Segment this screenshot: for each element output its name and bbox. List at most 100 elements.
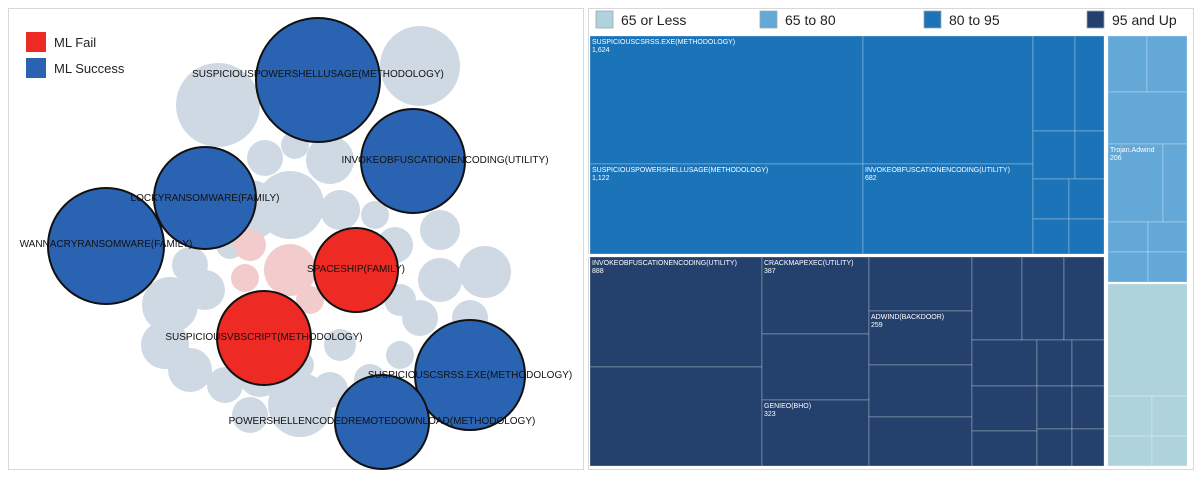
treemap-cell xyxy=(1151,395,1188,437)
tile-label: SUSPICIOUSCSRSS.EXE(METHODOLOGY) xyxy=(592,39,735,46)
color-legend-swatch xyxy=(595,10,614,29)
legend-swatch xyxy=(26,58,46,78)
treemap-cell xyxy=(761,399,870,467)
treemap-cell xyxy=(1071,339,1105,387)
treemap-cell xyxy=(868,256,973,312)
treemap-legend: 65 or Less 65 to 80 80 to 95 95 and Up xyxy=(595,10,1177,29)
group-separator xyxy=(1106,282,1192,284)
treemap-cell xyxy=(1032,130,1076,180)
treemap-cell xyxy=(1107,35,1148,93)
group-separator xyxy=(588,254,1106,257)
treemap-cell xyxy=(971,430,1038,467)
bubble-chart-panel xyxy=(8,8,584,470)
background-bubble xyxy=(324,329,356,361)
bubble-label: INVOKEOBFUSCATIONENCODING(UTILITY) xyxy=(341,155,548,166)
highlighted-bubble xyxy=(47,187,165,305)
group-separator xyxy=(1104,34,1108,468)
color-legend-label: 95 and Up xyxy=(1112,12,1177,28)
highlighted-bubble xyxy=(216,290,312,386)
treemap-cell xyxy=(1032,178,1070,220)
background-bubble xyxy=(207,367,243,403)
treemap-cell xyxy=(1036,428,1073,467)
color-legend-swatch xyxy=(923,10,942,29)
background-bubble xyxy=(320,190,360,230)
background-bubble xyxy=(380,26,460,106)
tile-value: 323 xyxy=(764,411,776,418)
faded-fail-bubble xyxy=(264,244,316,296)
bubble-label: LOCKYRANSOMWARE(FAMILY) xyxy=(131,193,280,204)
tile-label: Trojan.Adwind xyxy=(1110,147,1155,154)
tile-label: CRACKMAPEXEC(UTILITY) xyxy=(764,260,853,267)
treemap-cell xyxy=(589,256,763,368)
tile-value: 387 xyxy=(764,268,776,275)
treemap-cell xyxy=(589,163,864,255)
treemap-cell xyxy=(1147,251,1188,283)
color-legend-label: 65 to 80 xyxy=(785,12,836,28)
background-bubble xyxy=(142,277,198,333)
treemap-cell xyxy=(589,35,864,165)
treemap-cell xyxy=(971,385,1038,432)
highlighted-bubble xyxy=(360,108,466,214)
bubble-label: SPACESHIP(FAMILY) xyxy=(307,264,405,275)
treemap-cell xyxy=(1068,218,1105,255)
tile-value: 1,122 xyxy=(592,175,610,182)
treemap-cell xyxy=(1107,435,1153,467)
treemap-cell xyxy=(1032,35,1076,132)
bubble-label: POWERSHELLENCODEDREMOTEDOWNLOAD(METHODOL… xyxy=(229,416,536,427)
background-bubble xyxy=(361,201,389,229)
highlighted-bubble xyxy=(313,227,399,313)
treemap-cell xyxy=(868,310,973,366)
faded-fail-bubble xyxy=(296,286,324,314)
bubble-label: SUSPICIOUSVBSCRIPT(METHODOLOGY) xyxy=(165,332,362,343)
faded-fail-bubble xyxy=(231,264,259,292)
bubble-chart: SUSPICIOUSPOWERSHELLUSAGE(METHODOLOGY) IN… xyxy=(20,17,572,470)
treemap-cell xyxy=(1162,143,1188,223)
treemap-cell xyxy=(1107,143,1164,223)
background-bubble xyxy=(232,397,268,433)
highlighted-bubbles: SUSPICIOUSPOWERSHELLUSAGE(METHODOLOGY) IN… xyxy=(20,17,572,470)
tile-value: 888 xyxy=(592,268,604,275)
tile-label: INVOKEOBFUSCATIONENCODING(UTILITY) xyxy=(592,260,737,267)
tile-label: INVOKEOBFUSCATIONENCODING(UTILITY) xyxy=(865,167,1010,174)
treemap-cell xyxy=(1146,35,1188,93)
treemap-cell xyxy=(868,364,973,418)
faded-fail-bubble xyxy=(234,229,266,261)
bubble-label: WANNACRYRANSOMWARE(FAMILY) xyxy=(20,239,193,250)
tile-value: 1,624 xyxy=(592,47,610,54)
treemap-cell xyxy=(1071,385,1105,430)
treemap-cell xyxy=(862,163,1034,255)
treemap-cell xyxy=(1107,221,1149,253)
treemap-cell xyxy=(1107,395,1153,437)
treemap-cell xyxy=(1107,91,1188,145)
treemap-cell xyxy=(868,416,973,467)
background-bubble xyxy=(418,258,462,302)
treemap-cell xyxy=(1107,283,1188,397)
highlighted-bubble xyxy=(153,146,257,250)
highlighted-bubble xyxy=(414,319,526,431)
color-legend-swatch xyxy=(759,10,778,29)
color-legend-swatch xyxy=(1086,10,1105,29)
highlighted-bubble xyxy=(255,17,381,143)
treemap-cell xyxy=(862,35,1034,165)
color-legend-label: 80 to 95 xyxy=(949,12,1000,28)
treemap-cell xyxy=(761,256,870,335)
tile-label: GENIEO(BHO) xyxy=(764,403,811,410)
treemap-cell xyxy=(1074,35,1105,132)
treemap-cell xyxy=(761,333,870,401)
treemap-cell xyxy=(971,256,1023,341)
treemap-cell xyxy=(1068,178,1105,220)
treemap-cell xyxy=(971,339,1038,387)
treemap-cell xyxy=(1021,256,1065,341)
tile-value: 259 xyxy=(871,322,883,329)
treemap-cell xyxy=(589,366,763,467)
tile-value: 682 xyxy=(865,175,877,182)
background-bubble xyxy=(386,341,414,369)
legend-label: ML Fail xyxy=(54,35,96,50)
background-bubble xyxy=(168,348,212,392)
treemap-cell xyxy=(1032,218,1070,255)
treemap-cell xyxy=(1107,251,1149,283)
treemap-cell xyxy=(1151,435,1188,467)
background-bubble xyxy=(268,373,332,437)
treemap-panel xyxy=(588,8,1194,470)
